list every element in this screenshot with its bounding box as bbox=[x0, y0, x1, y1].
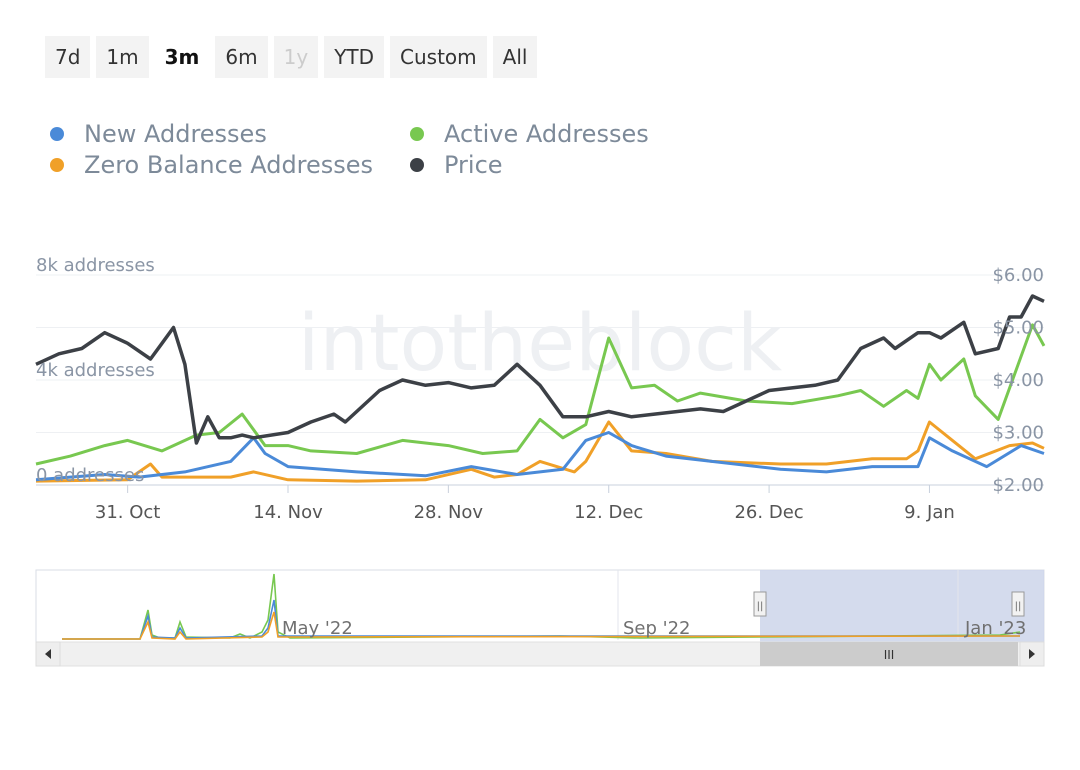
legend-dot-icon bbox=[410, 127, 424, 141]
range-button-1y: 1y bbox=[273, 36, 319, 78]
legend-item-new-addresses[interactable]: New Addresses bbox=[50, 120, 267, 148]
legend-label: New Addresses bbox=[84, 120, 267, 148]
x-axis-tick-label: 26. Dec bbox=[734, 502, 803, 523]
right-axis-tick-label: $4.00 bbox=[992, 370, 1044, 391]
handle-grip-icon: || bbox=[1015, 601, 1022, 612]
navigator-date-label: Sep '22 bbox=[623, 618, 691, 639]
legend-dot-icon bbox=[410, 158, 424, 172]
x-axis-tick-label: 12. Dec bbox=[574, 502, 643, 523]
arrow-left-icon bbox=[45, 649, 51, 659]
range-button-3m[interactable]: 3m bbox=[164, 45, 200, 69]
main-chart: intotheblock 0 addresses 4k addresses 8k a… bbox=[35, 255, 1046, 523]
navigator-left-handle[interactable]: || bbox=[753, 591, 767, 617]
arrow-right-icon bbox=[1029, 649, 1035, 659]
legend-label: Active Addresses bbox=[444, 120, 649, 148]
range-button-all[interactable]: All bbox=[492, 36, 538, 78]
axis-layer: 0 addresses 4k addresses 8k addresses $2.00… bbox=[36, 255, 1044, 523]
navigator-date-label: May '22 bbox=[282, 618, 353, 639]
range-button-ytd[interactable]: YTD bbox=[324, 36, 385, 78]
navigator-date-label: Jan '23 bbox=[964, 618, 1026, 639]
range-button-custom[interactable]: Custom bbox=[390, 36, 487, 78]
x-axis-tick-label: 28. Nov bbox=[414, 502, 484, 523]
legend-dot-icon bbox=[50, 127, 64, 141]
series-line-price bbox=[35, 294, 1045, 445]
legend-label: Price bbox=[444, 151, 503, 179]
series-layer bbox=[35, 294, 1046, 483]
watermark: intotheblock bbox=[298, 299, 782, 389]
navigator-scrollbar-thumb[interactable] bbox=[760, 642, 1018, 666]
right-axis-tick-label: $2.00 bbox=[992, 475, 1044, 496]
legend-item-zero-balance-addresses[interactable]: Zero Balance Addresses bbox=[50, 151, 373, 179]
series-line-zero-balance-addresses bbox=[35, 420, 1045, 483]
left-axis-tick-label: 8k addresses bbox=[36, 255, 155, 276]
navigator-new-line bbox=[62, 599, 1020, 640]
legend-label: Zero Balance Addresses bbox=[84, 151, 374, 179]
legend-dot-icon bbox=[50, 158, 64, 172]
series-line-new-addresses bbox=[35, 431, 1045, 482]
navigator: May '22 Sep '22 Jan '23 || || III bbox=[35, 569, 1045, 667]
navigator-right-handle[interactable]: || bbox=[1011, 591, 1025, 617]
range-button-1m[interactable]: 1m bbox=[96, 36, 149, 78]
range-button-6m[interactable]: 6m bbox=[215, 36, 268, 78]
right-axis-tick-label: $5.00 bbox=[992, 318, 1044, 339]
x-axis-tick-label: 9. Jan bbox=[904, 502, 955, 523]
x-axis-tick-label: 31. Oct bbox=[95, 502, 160, 523]
x-axis-tick-label: 14. Nov bbox=[253, 502, 323, 523]
range-button-7d[interactable]: 7d bbox=[45, 36, 91, 78]
scrollbar-grip-icon: III bbox=[884, 648, 895, 662]
series-line-active-addresses bbox=[35, 323, 1046, 466]
right-axis-tick-label: $6.00 bbox=[992, 265, 1044, 286]
range-selector: 7d 1m 3m 6m 1y YTD Custom All bbox=[45, 36, 538, 78]
right-axis-tick-label: $3.00 bbox=[992, 423, 1044, 444]
left-axis-tick-label: 4k addresses bbox=[36, 360, 155, 381]
handle-grip-icon: || bbox=[757, 601, 764, 612]
legend-item-price[interactable]: Price bbox=[410, 151, 503, 179]
navigator-zero-line bbox=[62, 611, 1021, 640]
left-axis-tick-label: 0 addresses bbox=[36, 465, 144, 486]
legend-item-active-addresses[interactable]: Active Addresses bbox=[410, 120, 649, 148]
